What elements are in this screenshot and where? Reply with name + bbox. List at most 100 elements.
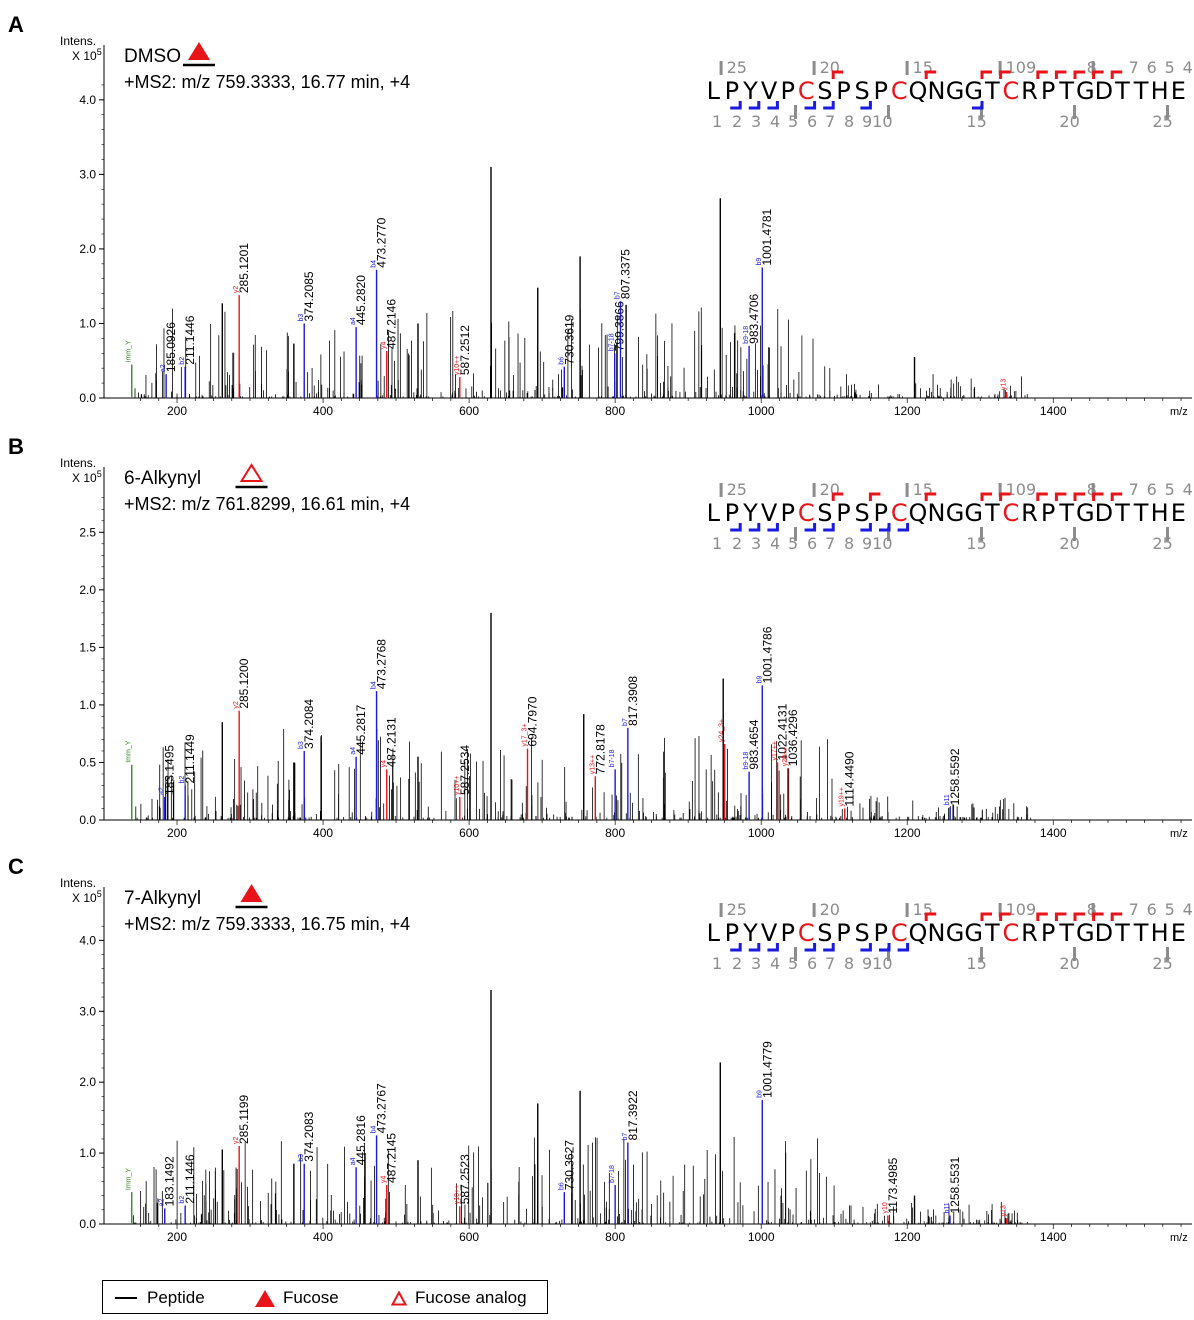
y-ion-bracket (999, 70, 1011, 79)
x-tick-label: 600 (459, 404, 479, 418)
peak-mz-label: 183.1492 (163, 1156, 177, 1206)
y-tick-label: 4.0 (79, 933, 96, 947)
ion-label: y13 (1001, 1205, 1008, 1216)
b-ion-number: 3 (751, 534, 761, 553)
x-tick-label: 600 (459, 826, 479, 840)
y-ion-tick-marker (1091, 61, 1095, 75)
peak-mz-label: 487.2146 (385, 299, 399, 349)
b-ion-number: 2 (732, 112, 742, 131)
fucose-triangle-icon (188, 42, 210, 60)
y-tick-label: 3.0 (79, 167, 96, 181)
sequence-residue: G (1076, 499, 1095, 527)
sequence-residue: P (1041, 499, 1055, 527)
x-tick-label: 800 (605, 404, 625, 418)
legend-item-peptide: Peptide (115, 1288, 205, 1308)
sequence-residue: P (780, 77, 794, 105)
y-ion-bracket (1073, 492, 1085, 501)
b-ion-number: 910 (862, 534, 893, 553)
sequence-residue: C (891, 77, 908, 105)
sequence-residue: Q (908, 499, 927, 527)
y-tick-label: 2.5 (79, 525, 96, 539)
ion-label: y17_3+ (522, 723, 529, 746)
b-ion-number: 8 (844, 954, 854, 973)
b-ion-number: 25 (1152, 534, 1172, 553)
y-ion-bracket (831, 70, 844, 79)
ion-label: y24_3+ (719, 719, 726, 742)
y-ion-bracket (1092, 70, 1104, 79)
y-ion-number: 7 (1129, 900, 1139, 919)
x-axis-label: m/z (1170, 828, 1188, 840)
panel-letter: C (8, 854, 24, 879)
y-ion-number: 20 (820, 480, 840, 499)
sequence-residue: L (707, 919, 721, 947)
y-tick-label: 2.0 (79, 583, 96, 597)
b-ion-bracket (748, 101, 761, 110)
ion-label: a2 (159, 1199, 166, 1207)
y-ion-number: 25 (727, 480, 747, 499)
sequence-residue: S (854, 919, 869, 947)
sequence-residue: E (1171, 499, 1186, 527)
fucose-analog-triangle-icon (239, 463, 264, 482)
b-ion-number: 20 (1059, 112, 1079, 131)
x-tick-label: 400 (313, 404, 333, 418)
y-axis-exponent: 5 (97, 469, 102, 479)
sequence-residue: C (891, 499, 908, 527)
peak-mz-label: 587.2512 (458, 325, 472, 375)
y-ion-number: 109 (1006, 480, 1037, 499)
b-ion-tick-marker (794, 105, 797, 119)
b-ion-bracket (730, 523, 742, 532)
b-ion-number: 25 (1152, 112, 1172, 131)
b-ion-bracket (767, 523, 779, 532)
y-ion-bracket (1110, 492, 1123, 501)
sequence-residue: E (1171, 77, 1186, 105)
sequence-residue: E (1171, 919, 1186, 947)
y-ion-bracket (831, 492, 844, 501)
sequence-residue: S (854, 499, 869, 527)
y-axis-multiplier: X 105 (72, 889, 102, 905)
b-ion-number: 2 (732, 954, 742, 973)
y-ion-tick-marker (719, 903, 723, 917)
peak-mz-label: 211.1446 (183, 1154, 197, 1203)
sequence-residue: G (1076, 919, 1095, 947)
scan-info: +MS2: m/z 761.8299, 16.61 min, +4 (124, 494, 410, 514)
ion-label: b7-18 (609, 1165, 616, 1183)
b-ion-number: 6 (807, 534, 817, 553)
y-ion-number: 6 (1147, 58, 1157, 77)
b-ion-number: 5 (788, 534, 798, 553)
x-tick-label: 1400 (1040, 1230, 1067, 1244)
sequence-residue: C (798, 919, 815, 947)
b-ion-tick-marker (980, 527, 983, 541)
sequence-residue: H (1151, 77, 1169, 105)
y-tick-label: 1.5 (79, 640, 96, 654)
ion-label: b6 (558, 357, 565, 365)
ion-label: b4 (371, 681, 378, 689)
b-ion-bracket (823, 943, 835, 952)
peak-mz-label: 817.3908 (626, 676, 640, 726)
b-ion-bracket (823, 523, 835, 532)
ion-label: y20++ (782, 747, 789, 766)
b-ion-bracket (804, 943, 817, 952)
y-ion-bracket (1073, 912, 1085, 921)
ion-label: b7 (622, 718, 629, 726)
y-tick-label: 1.0 (79, 1146, 96, 1160)
y-ion-bracket (999, 912, 1011, 921)
y-ion-bracket (1036, 492, 1048, 501)
y-ion-tick-marker (812, 483, 816, 497)
b-ion-number: 15 (966, 534, 986, 553)
b-ion-number: 1 (712, 954, 722, 973)
y-ion-number: 7 (1129, 480, 1139, 499)
x-tick-label: 400 (313, 1230, 333, 1244)
sequence-residue: T (1058, 77, 1074, 105)
peak-mz-label: 285.1199 (237, 1095, 251, 1144)
y-ion-tick-marker (1091, 483, 1095, 497)
y-ion-tick-marker (905, 483, 909, 497)
b-ion-tick-marker (1166, 947, 1169, 961)
ion-label: y10++ (454, 356, 461, 375)
y-tick-label: 0.0 (79, 391, 96, 405)
ion-label: b2 (179, 1196, 186, 1204)
ion-label: y2 (233, 286, 240, 294)
legend-peptide-label: Peptide (147, 1288, 205, 1307)
sequence-residue: P (725, 919, 739, 947)
y-ion-tick-marker (998, 903, 1002, 917)
peak-mz-label: 807.3375 (618, 249, 632, 299)
